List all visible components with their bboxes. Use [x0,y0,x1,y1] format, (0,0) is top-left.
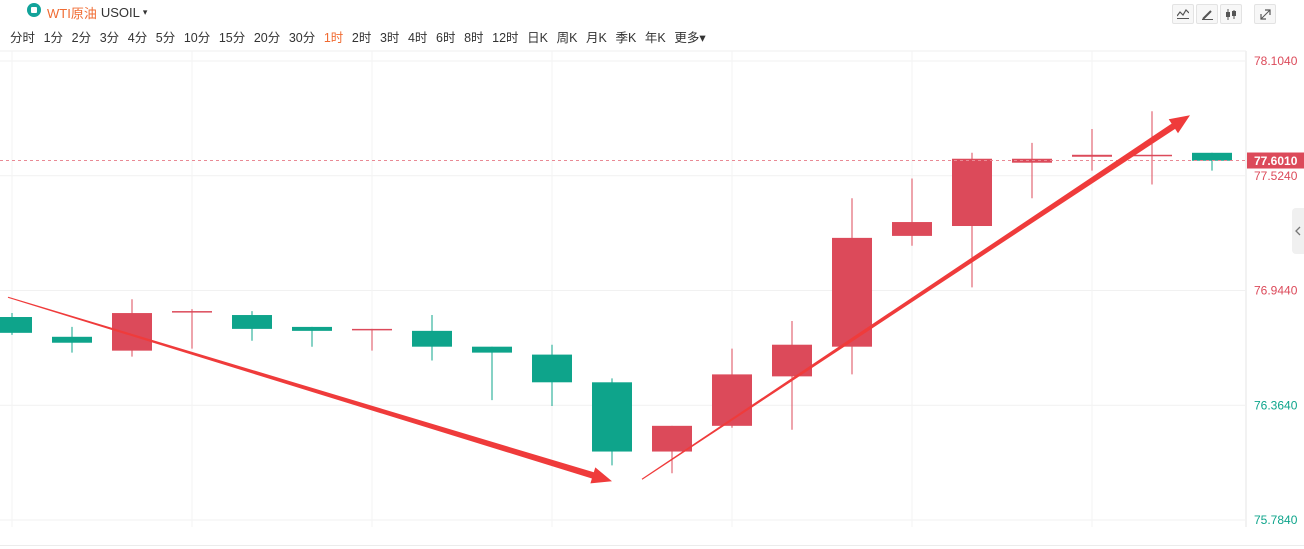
period-tab[interactable]: 日K [527,31,548,45]
period-tabs: 分时 1分 2分 3分 4分 5分 10分 15分 20分 30分 1时 2时 3时 4时 6时 8时 12时日… [10,27,714,46]
y-axis-tick-label: 77.5240 [1254,169,1298,183]
y-axis-tick-label: 76.9440 [1254,284,1298,298]
period-tab[interactable]: 12时 [492,31,519,45]
candle-body[interactable] [532,354,572,383]
period-tab[interactable]: 分时 [10,31,36,45]
candle-body[interactable] [292,326,332,331]
period-tab[interactable]: 2时 [351,31,372,45]
symbol-icon [27,3,41,17]
candle-body[interactable] [1192,152,1232,161]
candle-body[interactable] [892,222,932,236]
period-tab[interactable]: 周K [556,31,578,45]
candlestick-icon[interactable] [1220,4,1242,24]
period-tab[interactable]: 8时 [464,31,484,45]
line-chart-icon[interactable] [1172,4,1194,24]
period-tab[interactable]: 1分 [43,31,64,45]
y-axis-tick-label: 76.3640 [1254,398,1298,412]
candle-body[interactable] [412,330,452,347]
candle-body[interactable] [832,237,872,347]
candle-body[interactable] [232,315,272,329]
period-tab[interactable]: 月K [586,31,607,45]
period-tab[interactable]: 6时 [436,31,456,45]
period-tab[interactable]: 10分 [183,31,211,45]
chart-header: WTI原油 USOIL ▾ 分时 1分 2分 3分 4分 5分 10分 15分 20分 30分 1时… [0,0,1304,50]
period-tab[interactable]: 15分 [218,31,246,45]
candle-body[interactable] [472,346,512,353]
candle-body[interactable] [712,374,752,426]
candle-body[interactable] [0,317,32,333]
expand-icon[interactable] [1254,4,1276,24]
chevron-down-icon: ▾ [142,6,148,17]
candle-body[interactable] [1132,154,1172,157]
last-price-badge [1247,152,1304,169]
candle-body[interactable] [952,158,992,227]
period-tab[interactable]: 更多▾ [674,31,706,45]
candle-body[interactable] [52,336,92,343]
chevron-left-icon [1295,226,1301,236]
symbol-selector[interactable]: WTI原油 USOIL ▾ [27,3,148,21]
symbol-code: USOIL [100,4,140,20]
period-tab[interactable]: 30分 [288,31,316,45]
candle-body[interactable] [592,382,632,452]
period-tab[interactable]: 3分 [99,31,120,45]
y-axis-tick-label: 78.1040 [1254,54,1298,68]
period-tab[interactable]: 4时 [407,31,428,45]
period-tab[interactable]: 5分 [155,31,176,45]
collapse-panel-handle[interactable] [1292,208,1304,254]
candle-body[interactable] [652,425,692,452]
candle-body[interactable] [352,328,392,331]
period-tab[interactable]: 2分 [71,31,92,45]
last-price-label: 77.6010 [1254,154,1298,168]
toolbar [1170,4,1276,24]
pencil-icon[interactable] [1196,4,1218,24]
period-tab[interactable]: 1时 [323,31,344,45]
chart-bottom-border [0,545,1304,546]
candle-body[interactable] [172,311,212,313]
period-tab[interactable]: 4分 [127,31,148,45]
candle-body[interactable] [1072,154,1112,157]
period-tab[interactable]: 年K [644,31,666,45]
trend-arrow [7,296,613,484]
symbol-name: WTI原油 [47,5,97,21]
period-tab[interactable]: 季K [615,31,637,45]
period-tab[interactable]: 3时 [379,31,400,45]
y-axis-tick-label: 75.7840 [1254,513,1298,527]
trend-arrow [641,115,1190,480]
period-tab[interactable]: 20分 [253,31,281,45]
